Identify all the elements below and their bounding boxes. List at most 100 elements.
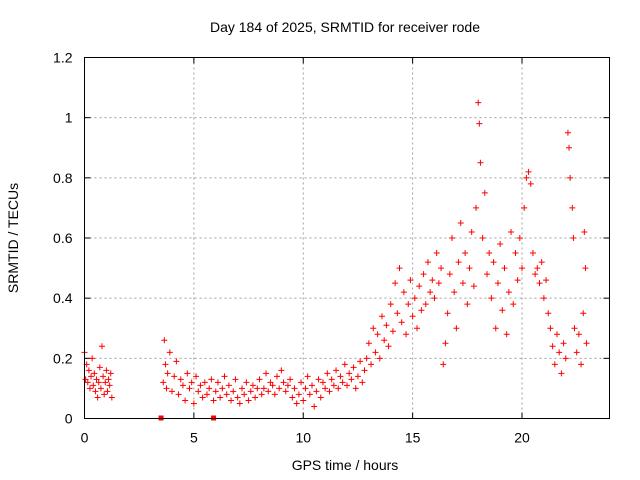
data-point	[569, 204, 576, 211]
data-point	[94, 394, 101, 401]
data-point	[96, 364, 103, 371]
data-point	[293, 400, 300, 407]
data-point	[473, 204, 480, 211]
data-point	[101, 391, 108, 398]
data-point	[84, 379, 91, 386]
data-point	[206, 385, 213, 392]
data-point	[354, 373, 361, 380]
data-point	[166, 349, 173, 356]
data-point	[570, 235, 577, 241]
data-point	[265, 388, 272, 395]
data-point	[488, 295, 495, 302]
data-point	[85, 367, 92, 374]
data-point	[352, 385, 359, 392]
data-point	[223, 391, 230, 398]
data-point	[217, 394, 224, 401]
data-point	[291, 385, 298, 392]
data-point	[396, 265, 403, 272]
data-point	[453, 325, 460, 332]
data-point	[573, 349, 580, 356]
data-point	[547, 325, 554, 332]
data-point	[392, 280, 399, 287]
data-point	[228, 397, 235, 404]
data-point	[571, 325, 578, 332]
data-point	[440, 361, 447, 368]
data-point	[163, 385, 170, 392]
data-point	[540, 295, 547, 302]
x-tick-label: 15	[405, 430, 421, 446]
data-point	[175, 391, 182, 398]
data-point	[309, 382, 315, 389]
x-tick-label: 20	[514, 430, 530, 446]
data-point	[374, 331, 381, 338]
data-point	[549, 343, 556, 350]
data-point	[527, 180, 534, 187]
data-point	[339, 379, 346, 386]
data-point	[567, 174, 574, 181]
data-point	[529, 250, 536, 257]
data-point	[381, 337, 388, 344]
data-point	[103, 367, 110, 374]
data-point	[376, 355, 383, 362]
data-point	[508, 228, 515, 235]
data-point	[385, 343, 392, 350]
data-point	[344, 382, 350, 389]
y-tick-label: 1	[65, 110, 73, 126]
data-point	[372, 349, 379, 356]
x-tick-label: 5	[190, 430, 198, 446]
data-point	[161, 337, 168, 344]
data-point	[543, 277, 550, 284]
data-point	[102, 379, 109, 386]
data-point	[219, 385, 226, 392]
data-point	[525, 168, 532, 175]
data-point	[184, 370, 191, 377]
data-point	[516, 235, 523, 241]
data-point	[566, 144, 573, 151]
data-point	[389, 328, 396, 335]
x-tick-label: 0	[81, 430, 89, 446]
data-point	[319, 379, 326, 386]
x-tick-label: 10	[295, 430, 311, 446]
data-point	[486, 250, 493, 257]
data-point	[107, 370, 114, 377]
data-point	[470, 283, 477, 290]
data-point	[581, 228, 588, 235]
data-point	[348, 376, 355, 383]
data-point	[280, 379, 287, 386]
data-point	[363, 355, 370, 362]
data-point	[241, 391, 248, 398]
chart-title: Day 184 of 2025, SRMTID for receiver rod…	[210, 19, 480, 35]
data-point	[394, 310, 401, 317]
data-point	[274, 373, 280, 380]
data-point	[304, 373, 311, 380]
data-point	[580, 310, 587, 317]
data-point	[173, 358, 180, 365]
data-point	[263, 370, 270, 377]
data-point	[532, 271, 539, 278]
data-point	[492, 325, 499, 332]
data-point	[510, 301, 517, 308]
data-point	[451, 289, 458, 296]
data-point	[271, 391, 278, 398]
data-point	[582, 265, 589, 272]
data-point	[442, 340, 449, 347]
data-point	[306, 391, 313, 398]
data-point	[289, 394, 296, 401]
data-point	[427, 289, 434, 296]
y-tick-label: 0.6	[53, 230, 73, 246]
data-point	[503, 331, 510, 338]
data-point	[100, 373, 107, 380]
data-point	[162, 361, 169, 368]
data-point	[519, 265, 525, 272]
data-point	[418, 307, 425, 314]
data-point	[514, 277, 521, 284]
data-point	[230, 388, 237, 395]
data-point	[435, 280, 442, 287]
data-point	[232, 376, 239, 383]
data-point	[512, 250, 519, 257]
data-point	[99, 343, 105, 350]
data-point	[197, 382, 204, 389]
data-point	[556, 349, 563, 356]
data-point	[179, 382, 186, 389]
data-point	[575, 331, 582, 338]
